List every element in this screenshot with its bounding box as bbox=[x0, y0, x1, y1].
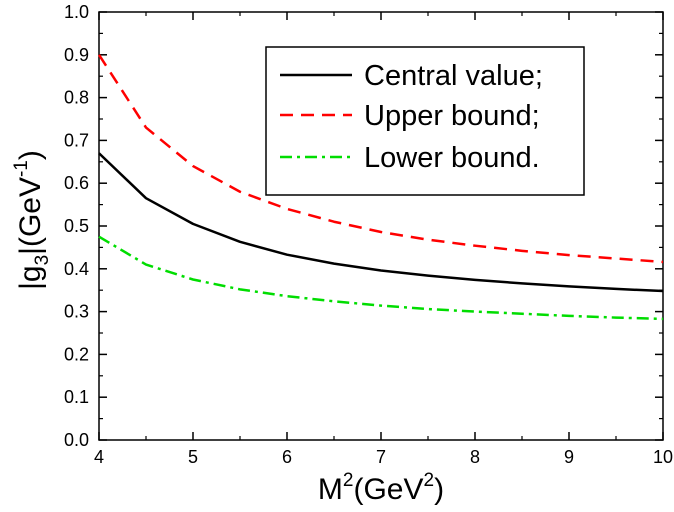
x-axis-ticks: 4 5 6 7 8 9 10 bbox=[94, 12, 673, 467]
x-tick-label: 7 bbox=[376, 447, 386, 467]
legend: Central value; Upper bound; Lower bound. bbox=[265, 46, 585, 196]
y-tick-label: 0.8 bbox=[64, 88, 89, 108]
series-line-central-value bbox=[98, 152, 664, 293]
x-axis-label-close: ) bbox=[434, 473, 444, 506]
x-axis-label: M2(GeV2) bbox=[318, 470, 444, 506]
legend-box bbox=[265, 46, 585, 196]
y-axis-label: |g3|(GeV-1) bbox=[11, 150, 53, 290]
y-tick-label: 0.1 bbox=[64, 387, 89, 407]
x-axis-label-sup2: 2 bbox=[424, 470, 435, 491]
y-tick-label: 0.9 bbox=[64, 45, 89, 65]
y-tick-label: 0.3 bbox=[64, 302, 89, 322]
x-axis-label-sup: 2 bbox=[343, 470, 354, 491]
y-axis-label-main: |g bbox=[14, 265, 47, 289]
y-tick-label: 0.0 bbox=[64, 430, 89, 450]
x-tick-label: 5 bbox=[188, 447, 198, 467]
y-axis-label-sub: 3 bbox=[32, 255, 53, 266]
y-axis-ticks: 0.0 0.1 0.2 0.3 0.4 0.5 0.6 0.7 0.8 0.9 1.0 bbox=[64, 2, 663, 450]
y-tick-label: 0.7 bbox=[64, 130, 89, 150]
legend-label: Lower bound. bbox=[364, 142, 540, 174]
x-axis-label-main: M bbox=[318, 473, 343, 506]
legend-label: Upper bound; bbox=[364, 100, 540, 132]
y-tick-label: 0.6 bbox=[64, 173, 89, 193]
x-tick-label: 8 bbox=[470, 447, 480, 467]
x-tick-label: 10 bbox=[653, 447, 673, 467]
series-line-lower-bound bbox=[98, 235, 664, 321]
x-axis-label-rest: (GeV bbox=[353, 473, 423, 506]
y-tick-label: 1.0 bbox=[64, 2, 89, 22]
y-axis-label-sup: -1 bbox=[11, 160, 32, 177]
y-tick-label: 0.4 bbox=[64, 259, 89, 279]
y-tick-label: 0.5 bbox=[64, 216, 89, 236]
series-line-upper-bound bbox=[97, 54, 664, 264]
x-tick-label: 9 bbox=[564, 447, 574, 467]
x-tick-label: 6 bbox=[282, 447, 292, 467]
y-axis-label-rest: |(GeV bbox=[14, 177, 47, 255]
y-tick-label: 0.2 bbox=[64, 344, 89, 364]
legend-label: Central value; bbox=[364, 60, 543, 92]
y-axis-label-close: ) bbox=[14, 150, 47, 160]
x-tick-label: 4 bbox=[94, 447, 104, 467]
series-lines bbox=[97, 54, 664, 321]
